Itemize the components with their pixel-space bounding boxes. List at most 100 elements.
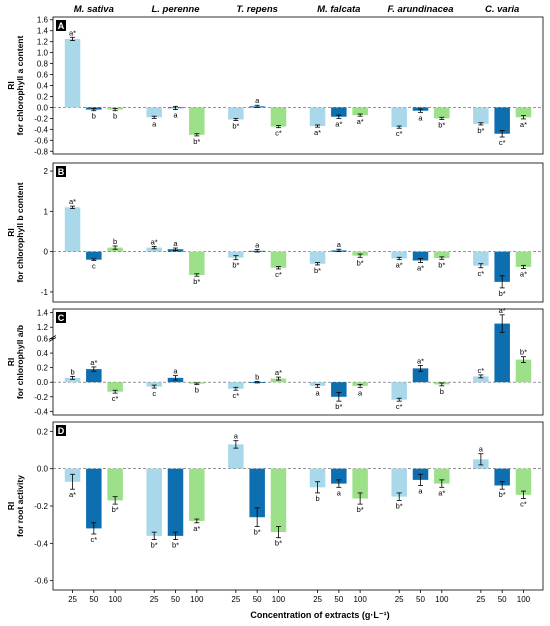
significance-label: b* xyxy=(232,122,239,131)
species-label: T. repens xyxy=(236,4,278,15)
bar xyxy=(270,251,287,268)
y-tick-label: 1 xyxy=(44,207,49,216)
bar xyxy=(309,468,326,488)
significance-label: a* xyxy=(417,356,424,365)
bar xyxy=(146,468,162,536)
bar xyxy=(64,207,81,252)
species-label: C. varia xyxy=(485,4,519,15)
significance-label: a* xyxy=(69,490,76,499)
panel-b: -1 0 1 2 RI for chlorophyll b content Ba* c b a* a… xyxy=(6,162,544,303)
bar xyxy=(270,468,287,533)
bar xyxy=(228,444,244,469)
x-tick-label: 50 xyxy=(416,595,425,604)
y-axis-label: RI xyxy=(6,358,16,367)
y-tick-label: 0.0 xyxy=(37,103,49,112)
bar xyxy=(434,251,450,259)
panel-frame xyxy=(52,162,544,303)
significance-label: c* xyxy=(520,500,527,509)
panel-badge xyxy=(56,166,66,177)
panel-c: -0.4 -0.2 0.0 0.2 0.4 0.6 1.2 1.4 RI for chloroph… xyxy=(6,306,544,416)
significance-label: b xyxy=(315,494,319,503)
significance-label: b xyxy=(440,387,444,396)
y-tick-label: -0.4 xyxy=(34,125,48,134)
panel-d: -0.6 -0.4 -0.2 0.0 0.2 RI for root activity Da*… xyxy=(6,421,544,591)
significance-label: a* xyxy=(417,264,424,273)
bar xyxy=(515,468,532,495)
bar xyxy=(352,251,368,256)
significance-label: a* xyxy=(151,237,158,246)
bar xyxy=(146,382,162,387)
significance-label: a xyxy=(234,432,239,441)
x-axis-label: Concentration of extracts (g·L⁻¹) xyxy=(250,610,389,620)
significance-label: b* xyxy=(314,266,321,275)
significance-label: b* xyxy=(357,505,364,514)
significance-label: b* xyxy=(193,137,200,146)
y-tick-label: 0.2 xyxy=(37,92,49,101)
bar xyxy=(86,468,102,529)
bar xyxy=(86,251,102,260)
significance-label: a* xyxy=(499,306,506,315)
bar xyxy=(146,247,162,252)
y-axis-label: for root activity xyxy=(15,475,25,537)
bar xyxy=(352,107,368,116)
bar xyxy=(86,369,102,383)
y-tick-label: -0.4 xyxy=(34,539,48,548)
significance-label: b* xyxy=(438,120,445,129)
y-tick-label: 0.4 xyxy=(37,349,49,358)
y-tick-label: -0.2 xyxy=(34,114,48,123)
y-tick-label: 0.4 xyxy=(37,82,49,91)
species-label: L. perenne xyxy=(151,4,200,15)
x-tick-label: 50 xyxy=(171,595,180,604)
significance-label: b* xyxy=(193,277,200,286)
bar xyxy=(434,468,450,484)
panel-letter: C xyxy=(58,313,65,323)
bar xyxy=(515,251,532,267)
y-axis-label: for chlorophyll b content xyxy=(15,182,25,282)
panel-frame xyxy=(52,421,544,591)
significance-label: b xyxy=(92,112,96,121)
significance-label: c* xyxy=(499,138,506,147)
x-tick-label: 25 xyxy=(68,595,77,604)
significance-label: a* xyxy=(438,488,445,497)
bar xyxy=(515,107,532,118)
bar xyxy=(64,377,81,383)
panels: -0.8-0.6-0.4-0.20.00.20.40.60.81.01.21.4… xyxy=(6,16,544,591)
significance-label: b* xyxy=(499,490,506,499)
significance-label: a* xyxy=(275,368,282,377)
significance-label: a* xyxy=(90,358,97,367)
significance-label: c* xyxy=(275,129,282,138)
y-tick-label: -0.6 xyxy=(34,136,48,145)
bar xyxy=(412,251,429,261)
x-tick-label: 25 xyxy=(476,595,485,604)
significance-label: b xyxy=(195,385,199,394)
significance-label: a* xyxy=(69,28,76,37)
significance-label: a xyxy=(315,388,320,397)
significance-label: b* xyxy=(335,402,342,411)
significance-label: a xyxy=(152,119,157,128)
y-tick-label: 1.2 xyxy=(37,38,49,47)
bar xyxy=(228,382,244,389)
panel-badge xyxy=(56,425,66,436)
bar xyxy=(352,468,368,499)
y-tick-label: 0.0 xyxy=(37,465,49,474)
bar xyxy=(167,468,184,536)
bar xyxy=(107,247,123,252)
significance-label: a xyxy=(173,367,178,376)
significance-label: a xyxy=(255,96,260,105)
panel-a: -0.8 -0.6 -0.4 -0.2 0.0 0.20.4 0.6 0.8 1.0 1.2 1.4… xyxy=(6,16,544,156)
significance-label: b* xyxy=(477,126,484,135)
y-tick-label: 0 xyxy=(44,248,49,257)
bar xyxy=(391,468,407,497)
y-axis-label: RI xyxy=(6,502,16,511)
bar xyxy=(189,468,205,521)
bar xyxy=(331,382,347,397)
y-tick-label: 1.6 xyxy=(37,16,49,25)
significance-label: a xyxy=(173,239,178,248)
species-header: M. sativa L. perenne T. repens M. falcata F.… xyxy=(74,4,520,15)
bar xyxy=(331,107,347,117)
significance-label: b* xyxy=(112,505,119,514)
significance-label: b xyxy=(113,237,117,246)
species-label: M. falcata xyxy=(317,4,360,15)
x-tick-label: 100 xyxy=(108,595,122,604)
